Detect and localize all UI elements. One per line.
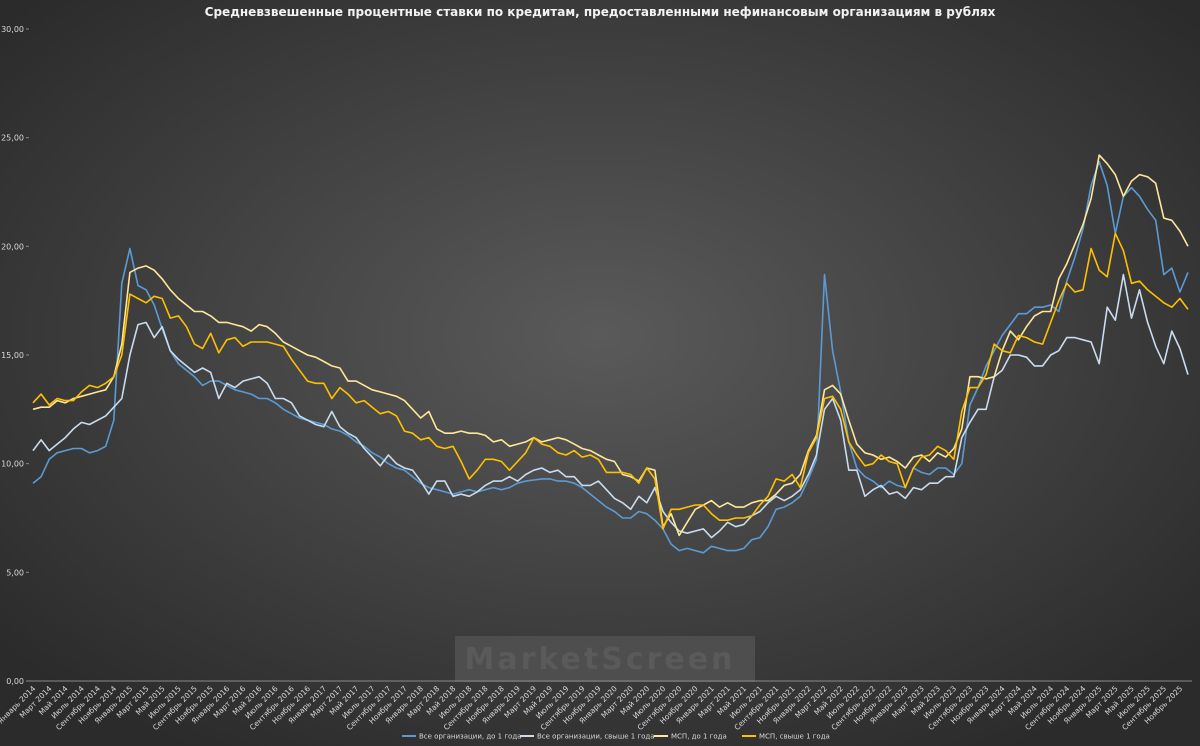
legend-label: МСП, до 1 года: [671, 733, 727, 741]
chart-title: Средневзвешенные процентные ставки по кр…: [205, 5, 996, 19]
y-tick-label: 30,00: [1, 25, 24, 34]
series-line: [32, 273, 1189, 539]
legend-label: Все организации, до 1 года: [419, 733, 521, 741]
y-tick-label: 15,00: [1, 351, 24, 360]
y-tick-label: 0,00: [6, 677, 24, 686]
y-tick-label: 10,00: [1, 460, 24, 469]
legend-label: МСП, свыше 1 года: [759, 733, 830, 741]
y-tick-label: 25,00: [1, 134, 24, 143]
legend-label: Все организации, свыше 1 года: [537, 733, 655, 741]
series-line: [32, 154, 1189, 537]
y-tick-label: 20,00: [1, 242, 24, 251]
y-tick-label: 5,00: [6, 568, 24, 577]
watermark: MarketScreen: [465, 642, 736, 677]
series-line: [32, 232, 1189, 530]
watermark-box: [455, 636, 755, 682]
